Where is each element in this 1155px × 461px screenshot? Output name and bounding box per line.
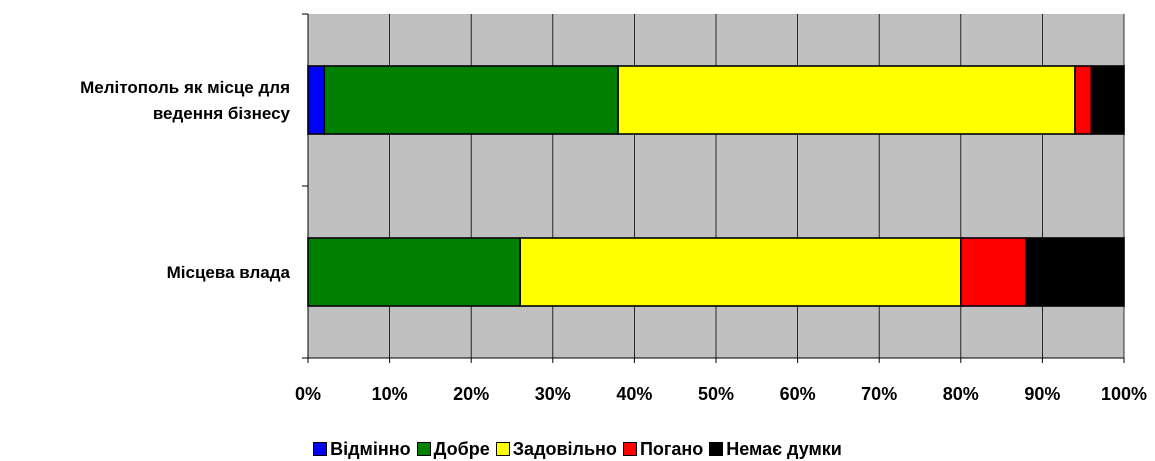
legend-swatch <box>709 442 724 456</box>
bar-segment <box>617 65 1076 135</box>
legend-swatch <box>313 442 328 456</box>
x-tick-label: 90% <box>1024 384 1060 404</box>
category-label: Мелітополь як місце для <box>80 78 290 97</box>
legend-label: Немає думки <box>726 438 842 459</box>
tick-labels: 0% 10% 20% 30% 40% 50% 60% 70% 80% 90% 100% <box>295 384 1147 404</box>
x-tick-label: 80% <box>943 384 979 404</box>
legend-swatch <box>416 442 431 456</box>
x-tick-label: 60% <box>780 384 816 404</box>
x-tick-label: 20% <box>453 384 489 404</box>
bar-segment <box>1090 65 1125 135</box>
legend-item: Добре <box>416 438 490 460</box>
x-tick-label: 30% <box>535 384 571 404</box>
axes <box>302 13 1125 363</box>
x-tick-label: 50% <box>698 384 734 404</box>
x-tick-label: 40% <box>616 384 652 404</box>
legend-swatch <box>622 442 637 456</box>
legend-item: Немає думки <box>709 439 842 460</box>
bar-segment <box>1074 65 1093 135</box>
bar-segment <box>323 65 619 135</box>
legend-item: Відмінно <box>313 438 411 460</box>
bar-segment <box>959 237 1027 307</box>
legend-item: Погано <box>622 438 704 460</box>
x-tick-label: 70% <box>861 384 897 404</box>
category-label: ведення бізнесу <box>153 104 291 123</box>
legend-label: Погано <box>639 438 704 459</box>
bar-segment <box>307 65 326 135</box>
legend-swatch <box>495 442 510 456</box>
x-tick-label: 0% <box>295 384 321 404</box>
bar-segment <box>1025 237 1125 307</box>
legend-item: Задовільно <box>495 438 617 460</box>
x-tick-label: 10% <box>372 384 408 404</box>
legend-label: Відмінно <box>330 438 411 459</box>
legend: Відмінно Добре Задовільно Погано Немає думки <box>0 438 1155 460</box>
legend-label: Добре <box>433 438 490 459</box>
bars <box>307 65 1125 307</box>
bar-segment <box>519 237 962 307</box>
bar-segment <box>307 237 521 307</box>
legend-label: Задовільно <box>512 438 617 459</box>
category-labels: Мелітополь як місце для ведення бізнесу Мі… <box>80 78 290 282</box>
x-tick-label: 100% <box>1101 384 1147 404</box>
category-label: Місцева влада <box>167 263 291 282</box>
